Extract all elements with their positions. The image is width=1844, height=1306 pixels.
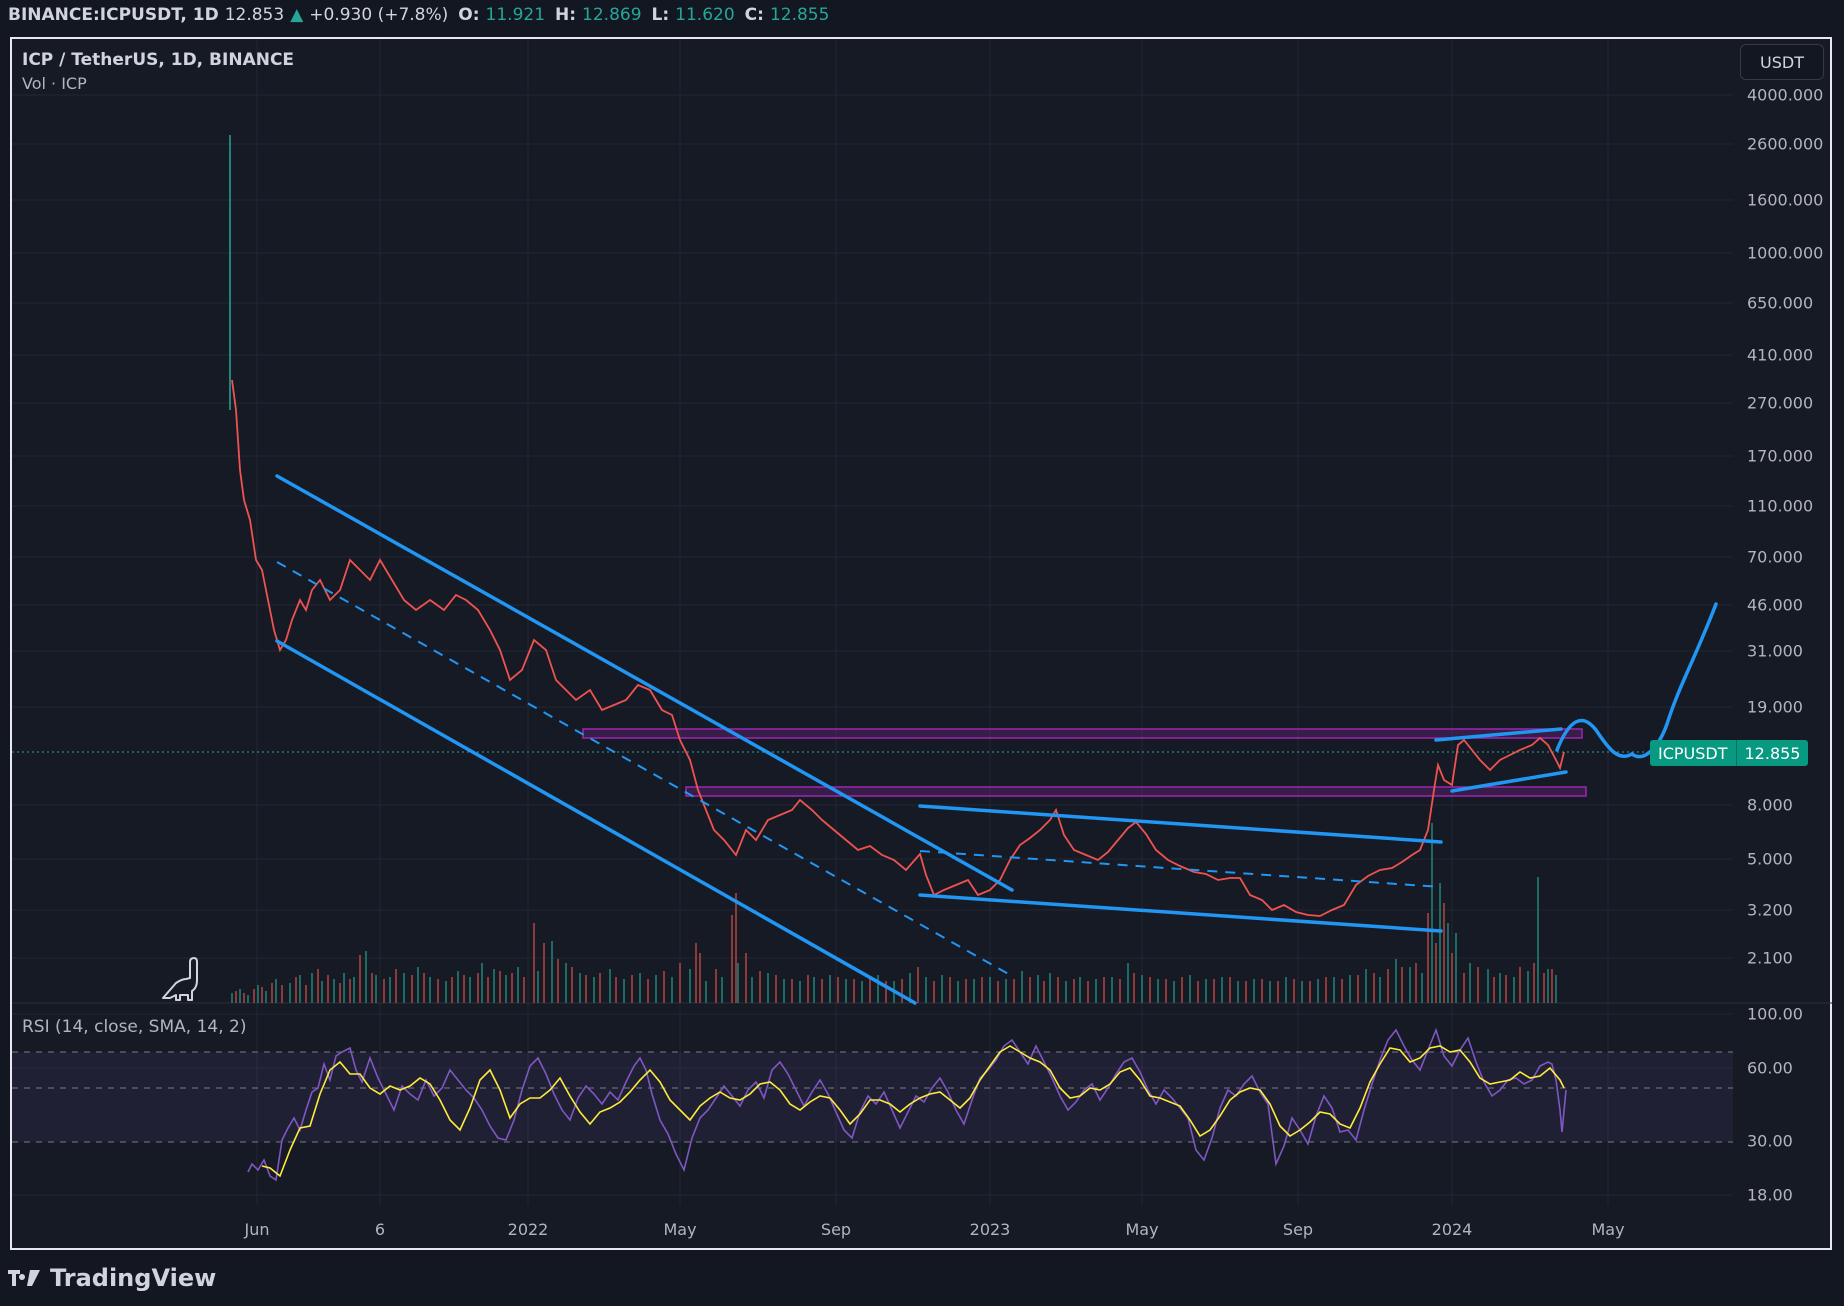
price-tick: 2600.000 — [1747, 134, 1824, 154]
time-tick: Jun — [244, 1220, 270, 1239]
price-tick: 70.000 — [1747, 547, 1803, 567]
volume-legend[interactable]: Vol · ICP — [22, 74, 87, 93]
symbol-header: BINANCE:ICPUSDT, 1D 12.853 ▲ +0.930 (+7.… — [8, 2, 829, 28]
close-value: 12.855 — [769, 5, 830, 25]
time-tick: May — [1125, 1220, 1159, 1239]
price-tick: 1600.000 — [1747, 190, 1824, 210]
channel-midline — [276, 561, 1013, 977]
projected-path-dip[interactable] — [1555, 718, 1634, 758]
price-tick: 4000.000 — [1747, 85, 1824, 105]
price-tick: 31.000 — [1747, 641, 1803, 661]
flag-upper-line[interactable] — [1434, 727, 1563, 742]
wedge-midline — [919, 850, 1442, 888]
grid-horizontal — [12, 94, 1733, 1196]
time-tick: 2023 — [969, 1220, 1011, 1239]
brand-name: TradingView — [50, 1264, 217, 1292]
rsi-legend[interactable]: RSI (14, close, SMA, 14, 2) — [22, 1017, 247, 1037]
close-label: C: — [744, 5, 764, 25]
dinosaur-icon — [162, 957, 198, 1001]
chart-legend: ICP / TetherUS, 1D, BINANCE Vol · ICP — [22, 50, 294, 93]
time-tick: 2024 — [1431, 1220, 1473, 1239]
price-tick: 170.000 — [1747, 446, 1814, 466]
price-tick: 110.000 — [1747, 496, 1814, 516]
price-tag-symbol: ICPUSDT — [1650, 740, 1736, 766]
time-tick: Sep — [1282, 1220, 1314, 1239]
wedge-lower-line[interactable] — [918, 893, 1443, 933]
price-tick: 46.000 — [1747, 595, 1803, 615]
tradingview-logo[interactable]: TradingView — [8, 1264, 216, 1292]
grid-vertical — [256, 39, 1609, 1205]
wedge-upper-line[interactable] — [918, 804, 1443, 844]
rsi-ma-line — [261, 1045, 1565, 1178]
time-tick: May — [1591, 1220, 1625, 1239]
channel-lower-line[interactable] — [275, 639, 917, 1005]
tradingview-logo-icon — [8, 1270, 40, 1286]
rsi-tick: 30.00 — [1747, 1131, 1793, 1151]
rsi-line — [247, 1027, 1567, 1182]
channel-upper-line[interactable] — [275, 474, 1014, 892]
price-tick: 270.000 — [1747, 393, 1814, 413]
last-price: 12.853 — [224, 5, 285, 25]
high-label: H: — [555, 5, 577, 25]
chart-title[interactable]: ICP / TetherUS, 1D, BINANCE — [22, 50, 295, 70]
price-tick: 3.200 — [1747, 900, 1793, 920]
price-tick: 19.000 — [1747, 697, 1803, 717]
price-change: +0.930 (+7.8%) — [309, 5, 449, 25]
price-tick: 5.000 — [1747, 849, 1793, 869]
time-tick: Sep — [820, 1220, 852, 1239]
low-value: 11.620 — [675, 5, 735, 25]
time-tick: May — [663, 1220, 697, 1239]
price-tick: 1000.000 — [1747, 243, 1824, 263]
open-label: O: — [458, 5, 480, 25]
rsi-band — [12, 1052, 1733, 1142]
low-label: L: — [651, 5, 670, 25]
open-value: 11.921 — [485, 5, 546, 25]
time-tick: 6 — [374, 1220, 386, 1239]
high-value: 12.869 — [582, 5, 642, 25]
flag-lower-line[interactable] — [1450, 770, 1568, 793]
price-series-down — [231, 379, 1565, 917]
volume-bars — [231, 823, 1557, 1003]
trendlines — [275, 474, 1718, 1005]
rsi-tick: 100.00 — [1747, 1004, 1803, 1024]
price-tick: 2.100 — [1747, 948, 1793, 968]
rsi-tick: 60.00 — [1747, 1058, 1793, 1078]
up-arrow-icon: ▲ — [290, 5, 304, 25]
last-price-tag: ICPUSDT 12.855 — [1650, 740, 1809, 766]
projected-path-rise[interactable] — [1630, 602, 1718, 759]
price-tick: 410.000 — [1747, 345, 1814, 365]
currency-button[interactable]: USDT — [1740, 44, 1824, 80]
symbol-name[interactable]: BINANCE:ICPUSDT, 1D — [8, 5, 219, 25]
price-tick: 650.000 — [1747, 293, 1814, 313]
rsi-tick: 18.00 — [1747, 1185, 1793, 1205]
price-tag-value: 12.855 — [1736, 740, 1809, 766]
chart-frame[interactable] — [10, 37, 1832, 1250]
time-tick: 2022 — [507, 1220, 549, 1239]
price-tick: 8.000 — [1747, 795, 1793, 815]
